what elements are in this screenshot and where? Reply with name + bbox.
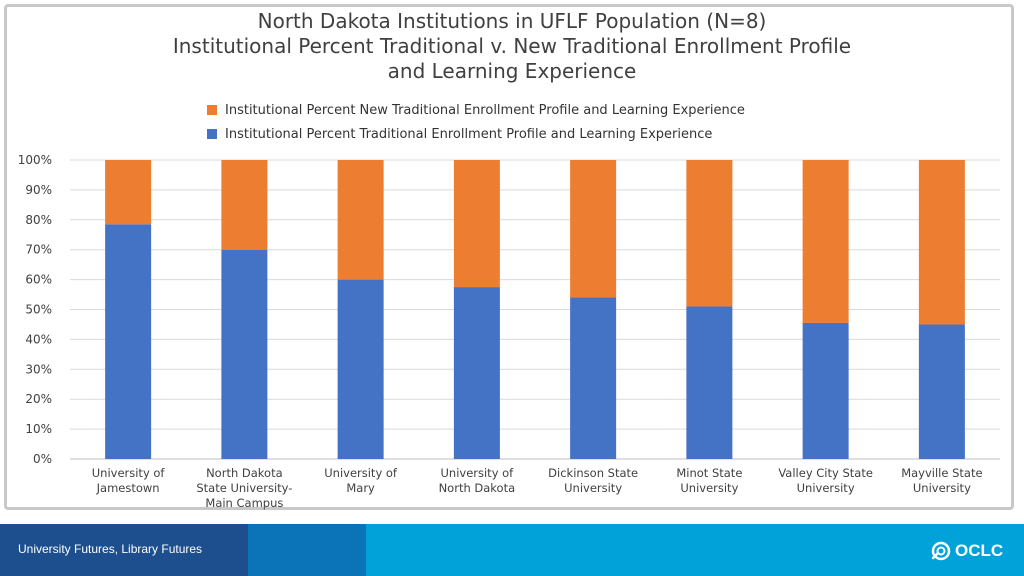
- chart-legend: Institutional Percent New Traditional En…: [207, 98, 745, 146]
- x-tick-label: University of Jamestown: [92, 466, 166, 495]
- footer-text: University Futures, Library Futures: [18, 542, 203, 556]
- y-tick-label: 80%: [25, 213, 52, 227]
- bar-new-traditional: [453, 160, 500, 288]
- y-tick-label: 90%: [25, 183, 52, 197]
- footer-left-panel: University Futures, Library Futures: [0, 524, 248, 576]
- x-tick-label: University of Mary: [324, 466, 398, 495]
- y-tick-label: 10%: [25, 422, 52, 436]
- y-tick-label: 100%: [18, 153, 52, 167]
- legend-label-new-traditional: Institutional Percent New Traditional En…: [225, 102, 745, 118]
- bar-traditional: [686, 306, 733, 459]
- y-tick-label: 40%: [25, 332, 52, 346]
- bar-new-traditional: [221, 160, 268, 250]
- x-tick-label: North Dakota State University-Main Campus: [196, 466, 292, 510]
- footer-middle-panel: [248, 524, 366, 576]
- x-tick-label: Mayville State University: [901, 466, 982, 495]
- title-line-2: Institutional Percent Traditional v. New…: [172, 34, 852, 58]
- legend-swatch-new-traditional: [207, 105, 217, 115]
- bar-new-traditional: [686, 160, 733, 307]
- x-tick-label: Valley City State University: [778, 466, 873, 495]
- stacked-bar-chart: 0% 10% 20% 30% 40% 50% 60% 70% 80% 90% 100% Univers…: [18, 153, 1000, 510]
- y-tick-label: 0%: [33, 452, 52, 466]
- x-tick-label: Dickinson State University: [548, 466, 638, 495]
- bar-new-traditional: [802, 160, 849, 323]
- bar-new-traditional: [918, 160, 965, 325]
- title-line-3: and Learning Experience: [387, 59, 637, 83]
- x-tick-label: University of North Dakota: [439, 466, 516, 495]
- bar-new-traditional: [105, 160, 152, 225]
- y-tick-label: 50%: [25, 303, 52, 317]
- legend-item-traditional: Institutional Percent Traditional Enroll…: [207, 122, 745, 146]
- oclc-logo: OCLC: [930, 540, 1003, 562]
- bar-traditional: [918, 324, 965, 459]
- y-tick-label: 30%: [25, 362, 52, 376]
- oclc-logo-text: OCLC: [955, 541, 1004, 560]
- footer-bar: University Futures, Library Futures OCLC: [0, 524, 1024, 576]
- bar-new-traditional: [570, 160, 617, 298]
- chart-title: North Dakota Institutions in UFLF Popula…: [0, 9, 1024, 84]
- oclc-logo-icon: [931, 541, 951, 561]
- bar-traditional: [570, 297, 617, 459]
- bar-new-traditional: [337, 160, 384, 280]
- legend-swatch-traditional: [207, 129, 217, 139]
- title-line-1: North Dakota Institutions in UFLF Popula…: [257, 9, 767, 33]
- bar-traditional: [221, 249, 268, 459]
- bar-traditional: [453, 287, 500, 459]
- y-tick-label: 60%: [25, 273, 52, 287]
- legend-item-new-traditional: Institutional Percent New Traditional En…: [207, 98, 745, 122]
- bar-traditional: [802, 322, 849, 459]
- bar-traditional: [337, 279, 384, 459]
- x-tick-label: Minot State University: [676, 466, 742, 495]
- y-tick-label: 20%: [25, 392, 52, 406]
- bar-traditional: [105, 224, 152, 459]
- y-tick-label: 70%: [25, 243, 52, 257]
- legend-label-traditional: Institutional Percent Traditional Enroll…: [225, 126, 713, 142]
